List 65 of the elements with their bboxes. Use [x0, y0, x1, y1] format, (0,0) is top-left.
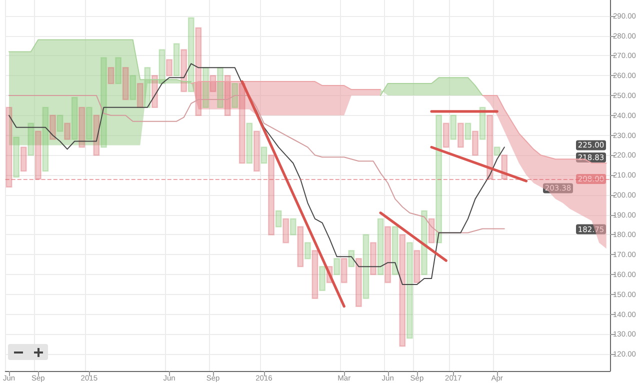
bar: [13, 136, 20, 178]
bar: [253, 130, 260, 172]
bar: [457, 122, 464, 148]
bar: [173, 43, 180, 76]
bar: [340, 258, 348, 284]
bar: [334, 258, 340, 276]
bar: [442, 122, 450, 148]
bar: [34, 130, 42, 180]
bar: [392, 226, 398, 276]
bar: [6, 106, 12, 188]
bar: [428, 218, 435, 244]
bar: [115, 57, 122, 84]
line-series: [8, 94, 505, 234]
bar: [50, 114, 56, 140]
bar: [108, 67, 114, 84]
bar: [246, 122, 253, 164]
bar: [297, 226, 304, 268]
bar: [406, 242, 413, 339]
bar: [348, 250, 355, 268]
bar: [166, 59, 172, 76]
bar: [384, 226, 392, 284]
bar: [28, 122, 34, 156]
bar: [472, 130, 478, 156]
bar: [275, 210, 282, 228]
bar: [464, 122, 472, 140]
bar: [224, 74, 231, 116]
bar: [450, 114, 457, 140]
bar: [130, 74, 136, 100]
bar: [136, 82, 144, 108]
bar: [486, 114, 494, 180]
bar: [436, 114, 442, 244]
bar: [188, 17, 194, 92]
bar: [93, 114, 100, 156]
bar: [64, 122, 71, 140]
bar: [377, 218, 384, 276]
bar: [100, 57, 107, 148]
bar: [195, 27, 202, 116]
bar: [144, 67, 151, 108]
bar: [20, 146, 27, 172]
bar: [56, 114, 64, 132]
bar: [232, 82, 238, 108]
bar: [370, 242, 376, 276]
bar: [260, 146, 268, 164]
bar: [122, 67, 129, 100]
bar: [42, 106, 49, 172]
bar: [399, 234, 406, 347]
bar: [421, 210, 428, 276]
bar: [86, 106, 92, 140]
line-series: [8, 63, 505, 285]
bar: [238, 82, 246, 164]
bar: [217, 67, 224, 108]
bar: [282, 218, 290, 244]
bar: [202, 67, 209, 108]
bar: [362, 234, 370, 299]
bar: [355, 258, 362, 307]
bar: [414, 250, 420, 284]
bar: [290, 218, 296, 236]
bar: [268, 154, 274, 236]
bar: [180, 49, 188, 92]
bar: [304, 242, 311, 260]
bar: [494, 146, 500, 156]
bar: [78, 106, 86, 148]
bar: [319, 266, 326, 292]
bar: [312, 250, 318, 299]
bar: [71, 96, 78, 140]
